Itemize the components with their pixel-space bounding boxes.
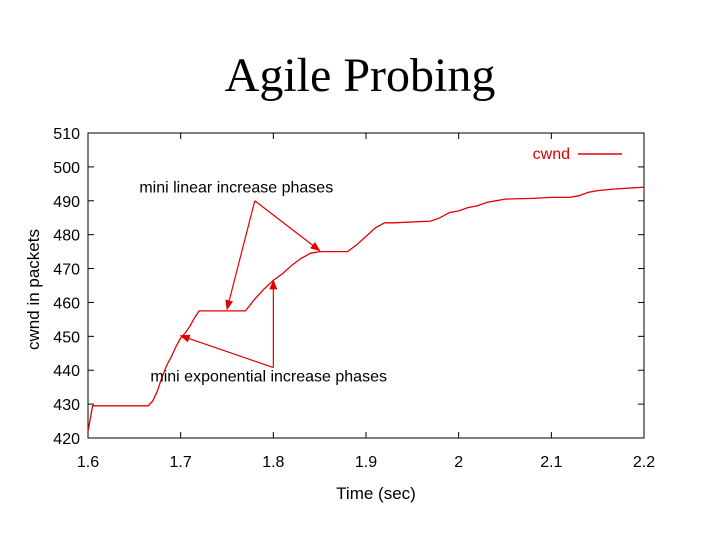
y-tick-label: 460: [53, 295, 80, 312]
annotation-label-1: mini linear increase phases: [139, 179, 333, 196]
y-tick-label: 500: [53, 160, 80, 177]
annotation-layer: mini linear increase phases mini exponent…: [139, 179, 387, 385]
y-tick-label: 480: [53, 228, 80, 245]
annotation-arrow: [254, 200, 321, 252]
y-tick-label: 430: [53, 397, 80, 414]
series-layer: [87, 186, 645, 432]
annotation-label-2: mini exponential increase phases: [150, 369, 387, 386]
legend: cwnd: [533, 146, 622, 163]
y-tick-label: 470: [53, 262, 80, 279]
x-tick-label: 1.8: [262, 454, 284, 471]
legend-label: cwnd: [533, 146, 570, 163]
axes-layer: 420 430 440 450 460 470 480 490 500 510 1.6 1.7 1.8 1…: [24, 126, 655, 503]
x-tick-label: 2.2: [633, 454, 655, 471]
x-axis-label: Time (sec): [336, 484, 416, 503]
y-tick-label: 450: [53, 329, 80, 346]
y-tick-label: 440: [53, 363, 80, 380]
y-tick-label: 490: [53, 194, 80, 211]
y-axis-label: cwnd in packets: [24, 229, 43, 350]
x-tick-label: 2.1: [540, 454, 562, 471]
series-line-cwnd: [87, 186, 645, 432]
y-tick-label: 510: [53, 126, 80, 143]
x-tick-label: 1.6: [77, 454, 99, 471]
slide-title: Agile Probing: [224, 49, 496, 102]
annotation-arrow: [179, 334, 274, 369]
x-tick-label: 2: [454, 454, 463, 471]
y-tick-label: 420: [53, 431, 80, 448]
x-tick-label: 1.9: [355, 454, 377, 471]
annotation-arrow: [225, 200, 256, 311]
x-tick-label: 1.7: [170, 454, 192, 471]
